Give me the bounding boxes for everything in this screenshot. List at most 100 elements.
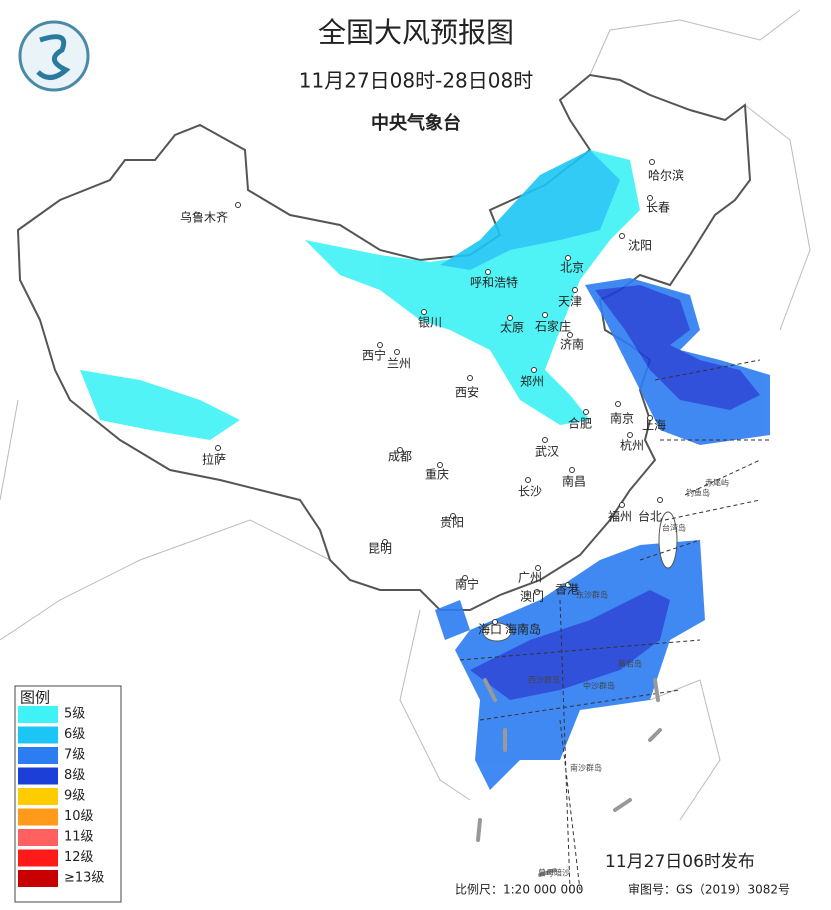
city-dot <box>394 349 400 355</box>
city-dot <box>467 375 473 381</box>
city-label: 广州 <box>518 571 542 585</box>
city-label: 重庆 <box>425 468 449 482</box>
city-dot <box>647 195 653 201</box>
city-dot <box>535 565 541 571</box>
city-label: 西安 <box>455 385 479 400</box>
logo-mark <box>36 34 71 80</box>
city-label: 沈阳 <box>628 238 652 253</box>
legend-label: 8级 <box>64 768 85 783</box>
city-dot <box>421 309 427 315</box>
city-label: 济南 <box>560 337 584 352</box>
city-label: 西宁 <box>362 348 386 363</box>
city-label: 南昌 <box>562 474 586 489</box>
legend-swatch <box>18 849 58 867</box>
issued: 11月27日06时发布 <box>605 852 755 872</box>
city-dot <box>627 432 633 438</box>
city-dot <box>647 415 653 421</box>
city-label: 南宁 <box>455 577 479 592</box>
city-label: 武汉 <box>535 445 559 459</box>
legend-label: 9级 <box>64 789 85 804</box>
neighbor-borders <box>0 9 811 821</box>
city-dot <box>534 589 540 595</box>
city-label: 南京 <box>610 411 634 426</box>
city-label: 上海 <box>642 418 666 433</box>
agency: 中央气象台 <box>371 112 461 134</box>
city-dot <box>567 332 573 338</box>
title: 全国大风预报图 <box>318 16 514 49</box>
city-label: 天津 <box>558 295 582 309</box>
city-dot <box>507 315 513 321</box>
city-dot <box>572 287 578 293</box>
city-label: 香港 <box>555 583 579 597</box>
legend-label: 7级 <box>64 748 85 763</box>
city-label: 海口 <box>478 622 502 637</box>
legend-swatch <box>18 788 58 805</box>
city-dot <box>450 513 456 519</box>
legend-swatch <box>18 706 58 723</box>
review-number: 审图号：GS（2019）3082号 <box>628 882 790 897</box>
island-label: 西沙群岛 <box>528 675 560 685</box>
city-dot <box>583 409 589 415</box>
city-label: 石家庄 <box>535 319 571 334</box>
city-label: 长春 <box>646 201 670 215</box>
sea-area-lines <box>459 359 770 891</box>
city-label: 合肥 <box>568 416 592 431</box>
scale: 比例尺：1:20 000 000 <box>455 883 583 897</box>
city-label: 太原 <box>500 320 524 335</box>
legend-label: 10级 <box>64 809 94 824</box>
city-dot <box>462 575 468 581</box>
city-dot <box>657 497 663 503</box>
city-label: 福州 <box>608 509 632 524</box>
city-dot <box>377 342 383 348</box>
city-dot <box>619 502 625 508</box>
city-dot <box>649 159 655 165</box>
wind-areas <box>80 150 770 790</box>
city-dot <box>382 539 388 545</box>
city-dot <box>397 447 403 453</box>
island-label: 中沙群岛 <box>583 681 615 691</box>
city-dot <box>542 312 548 318</box>
city-dot <box>492 619 498 625</box>
taiwan <box>658 511 678 569</box>
island-label: 海南岛 <box>505 622 541 637</box>
city-dot <box>531 367 537 373</box>
island-label: 钓鱼岛 <box>686 488 710 498</box>
city-dot <box>542 437 548 443</box>
island-label: 黄岩岛 <box>618 659 642 669</box>
legend-swatch <box>18 870 58 887</box>
legend-swatch <box>18 829 58 846</box>
nine-dash-line <box>476 678 662 877</box>
legend-label: 12级 <box>64 850 94 865</box>
legend-swatch <box>18 726 58 744</box>
city-label: 贵阳 <box>440 516 464 530</box>
city-dot <box>569 467 575 473</box>
city-label: 乌鲁木齐 <box>180 210 228 225</box>
legend-label: 11级 <box>64 830 94 845</box>
city-dot <box>215 445 221 451</box>
city-label: 台北 <box>638 509 662 524</box>
legend-swatch <box>18 767 58 785</box>
city-label: 长沙 <box>518 485 542 499</box>
city-dot <box>437 462 443 468</box>
city-label: 杭州 <box>620 438 644 453</box>
city-label: 北京 <box>560 261 584 275</box>
city-dot <box>525 477 531 483</box>
island-label: 东沙群岛 <box>576 590 608 600</box>
city-label: 郑州 <box>520 374 544 389</box>
city-dot <box>615 401 621 407</box>
island-label: 南沙群岛 <box>570 763 602 773</box>
city-label: 银川 <box>418 316 442 330</box>
legend-swatch <box>18 808 58 826</box>
city-dot <box>565 582 571 588</box>
city-label: 昆明 <box>368 542 392 556</box>
legend-label: ≥13级 <box>64 871 104 886</box>
island-label: 曾母暗沙 <box>538 868 570 878</box>
city-label: 成都 <box>388 450 412 464</box>
city-label: 拉萨 <box>202 452 226 467</box>
city-dot <box>565 255 571 261</box>
island-label: 台湾岛 <box>662 523 686 533</box>
legend-label: 6级 <box>64 727 85 742</box>
city-dot <box>485 269 491 275</box>
